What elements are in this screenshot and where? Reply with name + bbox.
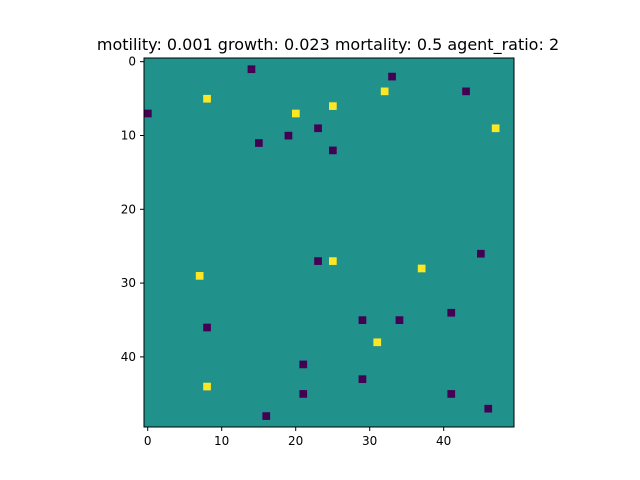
x-tick-label: 10 — [214, 434, 229, 448]
cell-type-a — [203, 323, 211, 332]
cell-type-a — [262, 412, 271, 420]
plot-area — [144, 58, 514, 427]
cell-type-a — [314, 124, 322, 133]
x-tick-label: 20 — [288, 434, 303, 448]
cell-type-b — [203, 94, 211, 103]
cell-type-a — [329, 146, 337, 155]
heatmap-background — [144, 58, 514, 427]
y-tick-label: 20 — [121, 202, 136, 216]
x-tick-label: 0 — [144, 434, 152, 448]
cell-type-b — [203, 382, 211, 391]
cell-type-a — [314, 257, 322, 265]
y-tick-label: 10 — [121, 128, 136, 142]
cell-type-a — [447, 308, 456, 317]
cell-type-b — [195, 272, 204, 280]
cell-type-b — [491, 124, 500, 133]
x-tick-label: 40 — [436, 434, 451, 448]
cell-type-b — [329, 257, 337, 265]
cell-type-b — [373, 338, 382, 347]
cell-type-a — [284, 131, 293, 140]
cell-type-a — [299, 360, 308, 369]
cell-type-b — [292, 109, 300, 118]
x-tick-label: 30 — [362, 434, 377, 448]
y-tick-label: 30 — [121, 276, 136, 290]
y-tick-label: 40 — [121, 350, 136, 364]
cell-type-b — [417, 264, 426, 273]
cell-type-a — [388, 72, 396, 81]
cell-type-a — [299, 390, 308, 398]
cell-type-a — [247, 65, 256, 74]
cell-type-a — [144, 109, 152, 118]
y-axis: 0 10 20 30 40 — [121, 55, 144, 364]
cell-type-a — [358, 316, 367, 324]
cell-type-a — [484, 404, 493, 413]
cell-type-b — [329, 102, 337, 110]
cell-type-a — [255, 139, 263, 147]
cell-type-a — [447, 390, 456, 398]
cell-type-b — [380, 87, 389, 96]
agent-cells — [144, 65, 500, 420]
chart-title: motility: 0.001 growth: 0.023 mortality:… — [97, 35, 559, 55]
cell-type-a — [477, 249, 485, 258]
x-axis: 0 10 20 30 40 — [144, 427, 451, 448]
cell-type-a — [395, 316, 404, 324]
cell-type-a — [358, 375, 367, 384]
cell-type-a — [462, 87, 470, 96]
y-tick-label: 0 — [128, 55, 136, 69]
plot-frame — [143, 57, 515, 428]
